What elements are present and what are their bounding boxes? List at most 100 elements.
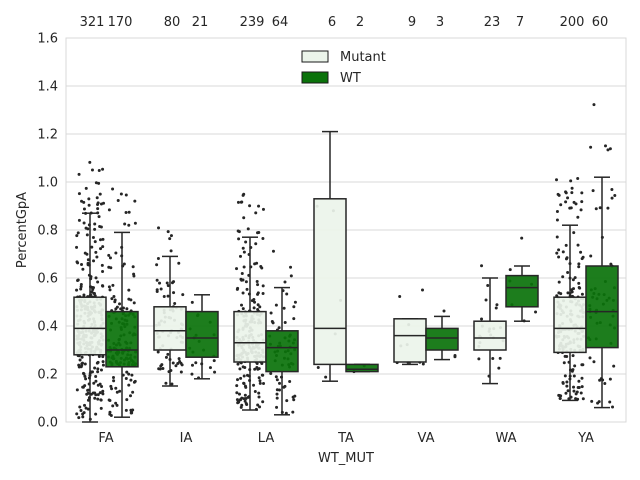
strip-point (158, 367, 162, 371)
strip-point (96, 202, 100, 206)
strip-point (127, 210, 131, 214)
count-label: 3 (436, 15, 444, 30)
strip-point (283, 320, 287, 324)
strip-point (179, 370, 183, 374)
strip-point (236, 378, 240, 382)
strip-point (85, 392, 89, 396)
strip-point (94, 181, 98, 185)
strip-point (107, 398, 111, 402)
strip-point (477, 357, 481, 361)
box (345, 363, 379, 373)
box (553, 296, 587, 354)
strip-point (77, 192, 81, 196)
strip-point (565, 380, 569, 384)
strip-point (124, 193, 128, 197)
strip-point (116, 198, 120, 202)
strip-point (556, 192, 560, 196)
strip-point (257, 391, 261, 395)
strip-point (275, 392, 279, 396)
strip-point (240, 403, 244, 407)
strip-point (95, 255, 99, 259)
strip-point (278, 381, 282, 385)
x-tick-label: LA (258, 431, 275, 446)
strip-point (558, 396, 562, 400)
x-tick-label: TA (337, 431, 354, 446)
strip-point (177, 357, 181, 361)
strip-point (93, 222, 97, 226)
strip-point (91, 391, 95, 395)
strip-point (125, 307, 129, 311)
strip-point (166, 284, 170, 288)
y-tick-label: 0.4 (37, 320, 58, 335)
strip-point (236, 200, 240, 204)
strip-point (75, 388, 79, 392)
count-label: 321 (80, 15, 105, 30)
strip-point (254, 211, 258, 215)
strip-point (99, 247, 103, 251)
strip-point (569, 179, 573, 183)
strip-point (258, 379, 262, 383)
strip-point (94, 393, 98, 397)
strip-point (274, 375, 278, 379)
strip-point (557, 280, 561, 284)
x-tick-label: FA (98, 431, 113, 446)
strip-point (93, 240, 97, 244)
strip-point (101, 360, 105, 364)
strip-point (129, 378, 133, 382)
strip-point (81, 412, 85, 416)
strip-point (96, 370, 100, 374)
strip-point (125, 370, 129, 374)
strip-point (606, 206, 610, 210)
strip-point (124, 211, 128, 215)
strip-point (453, 355, 457, 359)
strip-point (124, 376, 128, 380)
strip-point (165, 281, 169, 285)
strip-point (592, 360, 596, 364)
strip-point (242, 265, 246, 269)
strip-point (571, 287, 575, 291)
count-label: 64 (272, 15, 289, 30)
strip-point (563, 354, 567, 358)
strip-point (561, 275, 565, 279)
count-label: 6 (328, 15, 336, 30)
strip-point (95, 196, 99, 200)
strip-point (581, 255, 585, 259)
strip-point (107, 253, 111, 257)
strip-point (77, 416, 81, 420)
strip-point (564, 243, 568, 247)
strip-point (235, 391, 239, 395)
strip-point (99, 398, 103, 402)
strip-point (101, 245, 105, 249)
y-tick-label: 0.6 (37, 272, 58, 287)
strip-point (277, 388, 281, 392)
strip-point (570, 186, 574, 190)
strip-point (109, 384, 113, 388)
strip-point (520, 236, 524, 240)
strip-point (580, 376, 584, 380)
strip-point (589, 254, 593, 258)
strip-point (101, 237, 105, 241)
strip-point (246, 227, 250, 231)
strip-point (111, 187, 115, 191)
strip-point (111, 376, 115, 380)
strip-point (169, 249, 173, 253)
strip-point (559, 394, 563, 398)
strip-point (577, 379, 581, 383)
strip-point (108, 410, 112, 414)
strip-point (99, 225, 103, 229)
strip-point (269, 311, 273, 315)
strip-point (132, 274, 136, 278)
strip-point (94, 412, 98, 416)
strip-point (289, 265, 293, 269)
strip-point (244, 280, 248, 284)
strip-point (114, 251, 118, 255)
count-label: 7 (516, 15, 524, 30)
strip-point (486, 284, 490, 288)
y-axis-label: PercentGpA (15, 192, 30, 268)
strip-point (92, 291, 96, 295)
strip-point (255, 280, 259, 284)
strip-point (480, 317, 484, 321)
x-tick-label: IA (180, 431, 193, 446)
strip-point (86, 388, 90, 392)
strip-point (571, 354, 575, 358)
